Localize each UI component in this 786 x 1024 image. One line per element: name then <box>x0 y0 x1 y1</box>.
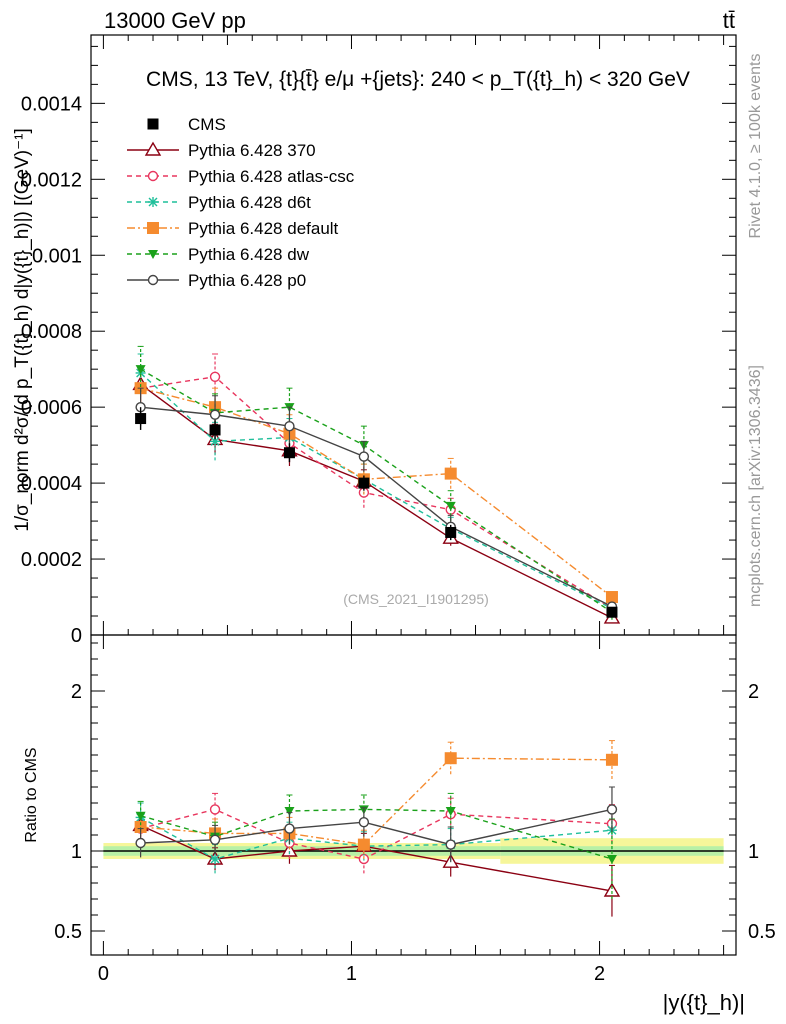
legend-label-1: Pythia 6.428 370 <box>188 141 316 160</box>
ratio-line-1 <box>140 808 613 860</box>
legend-marker-0 <box>147 118 159 130</box>
legend-marker-2 <box>147 170 159 182</box>
data-point-4 <box>445 526 457 538</box>
ratio-point-5-3 <box>358 817 370 828</box>
series-2 <box>135 353 617 614</box>
series-line-5 <box>140 406 613 608</box>
data-point-3 <box>358 477 370 489</box>
ratio-point-5-2 <box>284 823 295 834</box>
plot-title: CMS, 13 TeV, {t}{t̄} e/μ +{jets}: 240 < … <box>146 68 690 91</box>
legend: CMS Pythia 6.428 370 Pythia 6.428 atlas-cs… <box>127 115 355 290</box>
data-point-5 <box>606 606 618 618</box>
data-point-1 <box>209 424 221 436</box>
series-1 <box>135 353 618 614</box>
series-point-5-3 <box>358 451 370 462</box>
series-line-4 <box>140 368 613 613</box>
legend-label-5: Pythia 6.428 dw <box>188 245 310 264</box>
legend-label-0: CMS <box>188 115 226 134</box>
ratio-series-4 <box>135 792 617 899</box>
series-point-5-2 <box>284 420 295 432</box>
ratio-point-5-1 <box>209 834 221 845</box>
ratio-point-3-0 <box>134 821 147 833</box>
series-point-1-1 <box>209 371 221 382</box>
series-line-3 <box>140 387 613 598</box>
legend-label-2: Pythia 6.428 atlas-csc <box>188 167 355 186</box>
legend-marker-4 <box>147 222 159 234</box>
data-point-0 <box>135 413 147 425</box>
ratio-point-4-0 <box>135 811 146 821</box>
ratio-point-1-1 <box>209 804 221 815</box>
ratio-line-2 <box>140 816 613 860</box>
series-point-2-1-d2 <box>210 436 220 446</box>
series-line-2 <box>140 372 613 610</box>
main-ytick-label-7: 0.0014 <box>21 93 82 115</box>
main-ytick-label-2: 0.0004 <box>21 473 82 495</box>
main-ytick-label-5: 0.001 <box>32 245 82 267</box>
ratio-panel: 0.5 0.5 1 1 2 2 0 1 2 <box>54 634 776 985</box>
ratio-point-3-4 <box>444 752 457 765</box>
main-y-axis-label: 1/σ_norm d²σ/(d p_T({t}_h) d|y({t}_h)|) … <box>12 128 33 531</box>
main-ytick-label-4: 0.0008 <box>21 321 82 343</box>
ratio-line-3 <box>140 757 612 846</box>
x-axis-label: |y({t}_h)| <box>663 990 745 1015</box>
ratio-y-axis-label: Ratio to CMS <box>23 747 40 842</box>
legend-marker-1 <box>144 141 162 156</box>
legend-marker-3 <box>148 197 158 207</box>
legend-marker-6 <box>147 274 159 286</box>
series-line-0 <box>140 383 613 619</box>
ratio-line-5 <box>140 808 613 846</box>
mcplots-label: mcplots.cern.ch [arXiv:1306.3436] <box>747 365 764 607</box>
ratio-ytick-label-right-2: 2 <box>748 681 759 703</box>
header-right: tt̄ <box>723 8 735 33</box>
series-point-5-1 <box>209 409 221 420</box>
series-4 <box>135 345 617 620</box>
legend-label-6: Pythia 6.428 p0 <box>188 271 306 290</box>
ratio-point-4-4 <box>445 807 456 816</box>
legend-label-4: Pythia 6.428 default <box>188 219 339 238</box>
ratio-frame <box>90 634 737 956</box>
series-line-1 <box>140 376 613 610</box>
header-left: 13000 GeV pp <box>104 8 246 33</box>
main-ytick-label-3: 0.0006 <box>21 397 82 419</box>
series-point-3-5 <box>605 591 618 604</box>
main-panel: CMS, 13 TeV, {t}{t̄} e/μ +{jets}: 240 < … <box>21 34 737 647</box>
ratio-point-5-0 <box>135 837 146 849</box>
series-point-4-0 <box>135 365 146 375</box>
ratio-point-5-4 <box>445 839 456 850</box>
ratio-point-2-1-d2 <box>210 854 220 864</box>
main-ytick-label-1: 0.0002 <box>21 549 82 571</box>
series-point-3-4 <box>444 467 457 480</box>
ratio-point-4-2 <box>284 807 295 816</box>
legend-label-3: Pythia 6.428 d6t <box>188 193 311 212</box>
legend-marker-5 <box>148 250 158 259</box>
data-series <box>135 407 618 618</box>
legend-marker-3-d2 <box>148 197 158 207</box>
ratio-line-0 <box>140 824 613 892</box>
ratio-series-5 <box>135 786 618 863</box>
series-5 <box>135 387 618 612</box>
rivet-label: Rivet 4.1.0, ≥ 100k events <box>747 54 764 239</box>
data-point-2 <box>283 447 295 459</box>
ratio-line-4 <box>140 808 613 860</box>
ratio-point-2-1 <box>210 854 221 864</box>
ratio-point-5-5 <box>606 804 618 815</box>
xtick-label-1: 1 <box>346 963 357 985</box>
ratio-ytick-label-2: 2 <box>71 681 82 703</box>
ratio-ytick-label-right-1: 1 <box>748 841 759 863</box>
xtick-label-2: 2 <box>594 963 605 985</box>
watermark: (CMS_2021_I1901295) <box>343 591 489 607</box>
ratio-ytick-label-1: 1 <box>71 841 82 863</box>
main-ytick-label-0: 0 <box>71 625 82 647</box>
ratio-ytick-label-right-0: 0.5 <box>748 921 776 943</box>
ratio-point-4-5 <box>606 855 617 864</box>
xtick-label-0: 0 <box>98 963 109 985</box>
ratio-point-3-5 <box>605 753 618 766</box>
ratio-ytick-label-0: 0.5 <box>54 921 82 943</box>
main-ytick-label-6: 0.0012 <box>21 169 82 191</box>
ratio-point-3-3 <box>357 838 370 851</box>
series-point-4-4 <box>445 501 456 511</box>
ratio-series-0 <box>132 813 621 917</box>
